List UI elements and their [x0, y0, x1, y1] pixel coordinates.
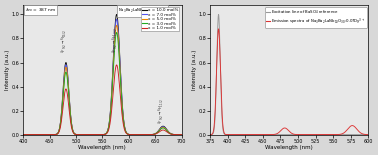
Text: $^4F_{9/2}\rightarrow^6H_{11/2}$: $^4F_{9/2}\rightarrow^6H_{11/2}$: [156, 98, 166, 124]
Legend: Excitation line of BaSO$_4$ reference, Emission spectra of Na$_3$Ba$_2$LaNb$_{10: Excitation line of BaSO$_4$ reference, E…: [265, 7, 367, 28]
Text: $\lambda_{ex}$ = 387 nm: $\lambda_{ex}$ = 387 nm: [25, 6, 56, 14]
X-axis label: Wavelength (nm): Wavelength (nm): [79, 145, 126, 150]
Text: $^4F_{9/2}\rightarrow^6I_{15/2}$: $^4F_{9/2}\rightarrow^6I_{15/2}$: [59, 29, 69, 53]
Text: $^4F_{9/2}\rightarrow^6H_{13/2}$: $^4F_{9/2}\rightarrow^6H_{13/2}$: [110, 27, 120, 53]
Y-axis label: Intensity (a.u.): Intensity (a.u.): [192, 50, 197, 90]
Y-axis label: Intensity (a.u.): Intensity (a.u.): [5, 50, 10, 90]
Text: Na$_3$Ba$_2$LaNb$_{10}$O$_{30}$:xDy$^{3+}$: Na$_3$Ba$_2$LaNb$_{10}$O$_{30}$:xDy$^{3+…: [118, 6, 167, 16]
X-axis label: Wavelength (nm): Wavelength (nm): [265, 145, 313, 150]
Legend: x = 10.0 mol%, x = 7.0 mol%, x = 5.0 mol%, x = 3.0 mol%, x = 1.0 mol%: x = 10.0 mol%, x = 7.0 mol%, x = 5.0 mol…: [141, 7, 180, 31]
